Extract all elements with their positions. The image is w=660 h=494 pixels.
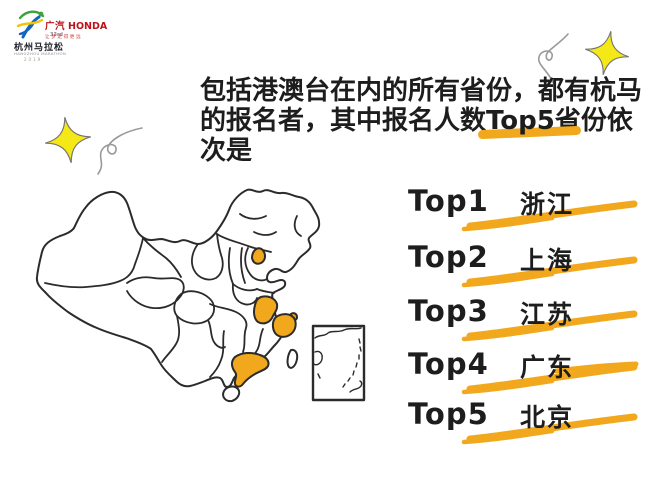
top-list-row: Top4 广东 [408,347,653,397]
province-name: 上海 [520,246,575,275]
logo-year: 2019 [24,57,43,62]
underline-stroke [461,200,638,232]
sparkle-icon [585,31,629,75]
province-name: 广东 [520,353,575,382]
rank-label: Top4 [408,347,489,381]
gac-honda-logo: 广汽 HONDA 让梦走得更远 [45,18,145,40]
province-jiangsu-highlight [253,295,279,325]
runner-icon [16,10,45,39]
underline-stroke [461,310,638,342]
top5-list: Top1 浙江 Top2 上海 Top3 江苏 [408,178,653,448]
underline-stroke [461,413,638,445]
taiwan-island [286,348,299,369]
province-name: 江苏 [520,300,575,329]
underline-stroke [461,256,638,288]
rank-label: Top1 [408,184,489,218]
province-zhejiang-highlight [271,313,297,338]
china-outline [35,188,321,388]
sparkle-icon [45,117,91,163]
south-china-sea-inset [311,324,366,402]
underline-stroke [461,361,639,395]
curl-doodle-icon [97,127,143,175]
province-beijing-highlight [251,247,266,265]
partner-brand-cn: 广汽 [45,21,66,32]
top-list-row: Top2 上海 [408,240,653,290]
rank-label: Top2 [408,240,489,274]
marathon-logo: 33rd 杭州马拉松 HANGZHOU MARATHON 2019 [12,8,162,64]
rank-label: Top3 [408,294,489,328]
province-guangdong-highlight [231,351,270,388]
headline: 包括港澳台在内的所有省份，都有杭马的报名者，其中报名人数Top5省份依次是 [200,76,648,166]
logo-edition: 33rd [50,32,64,38]
top-list-row: Top5 北京 [408,397,653,447]
province-name: 浙江 [520,190,575,219]
highlighted-provinces [231,247,298,388]
logo-name-cn: 杭州马拉松 [14,43,65,53]
top-list-row: Top3 江苏 [408,294,653,344]
province-borders [44,213,302,378]
headline-pre: 包括港澳台在内的所有省份，都有杭马的报名者，其中报名人数 [200,76,643,136]
partner-tagline: 让梦走得更远 [45,35,83,40]
partner-brand-en: HONDA [68,21,108,32]
rank-label: Top5 [408,397,489,431]
logo-name-en: HANGZHOU MARATHON [14,51,67,56]
hainan-island [222,385,241,403]
partner-brand: 广汽 HONDA [45,18,145,32]
curl-doodle-icon [537,33,569,85]
headline-highlight: Top5 [486,106,555,136]
china-map [14,186,374,421]
province-name: 北京 [520,403,575,432]
top-list-row: Top1 浙江 [408,184,653,234]
